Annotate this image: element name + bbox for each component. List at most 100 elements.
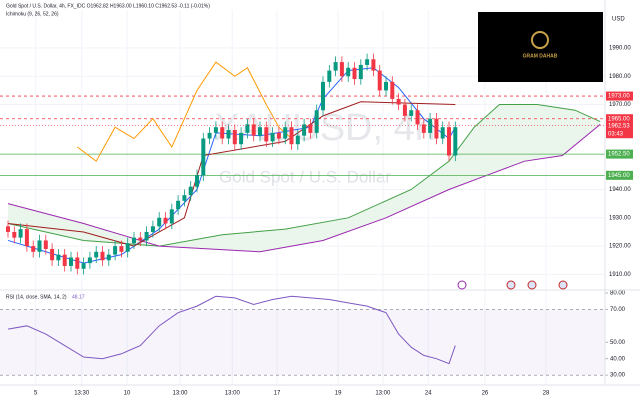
price-label-box [606,121,633,139]
candle-body [352,67,357,80]
candle-body [94,251,99,258]
x-tick-label: 5 [34,391,38,397]
candle-body [176,200,181,210]
price-label-box [606,149,633,159]
candle-body [390,81,395,99]
candle-body [106,254,111,261]
y-tick-label: 1940.00 [609,187,631,193]
candle-body [371,59,376,71]
logo-emblem [531,31,549,49]
candle-body [447,127,452,156]
candle-body [239,132,244,145]
candle-body [440,127,445,139]
candle-body [339,62,344,77]
candle-body [308,124,313,133]
x-tick-label: 13:00 [172,391,188,397]
candle-body [24,229,29,247]
x-tick-label: 13:00 [375,391,391,397]
event-icon[interactable] [457,280,467,290]
candle-body [87,257,92,264]
candle-body [321,81,326,111]
y-tick-label: 30.00 [610,373,626,379]
candle-body [182,195,187,201]
candle-body [415,110,420,125]
candle-body [144,231,149,241]
candle-body [365,59,370,65]
candle-body [169,209,174,224]
x-tick-label: 26 [482,391,489,397]
watermark-subtitle: Gold Spot / U.S. Dollar [219,167,391,186]
y-tick-label: 1930.00 [609,215,631,221]
candle-body [434,118,439,139]
candle-body [195,175,200,187]
candle-body [113,246,118,255]
price-label: 1965.00 [608,116,630,122]
candle-body [232,130,237,145]
rsi-line [7,295,456,365]
candle-body [81,263,86,269]
candle-body [409,110,414,116]
header-title: Gold Spot / U.S. Dollar, 4h, FX_IDC O196… [6,3,210,9]
candle-body [201,138,206,176]
candle-body [207,132,212,139]
rsi-title: RSI (14, close, SMA, 14, 2) [6,294,67,300]
candle-body [132,237,137,244]
candle-body [75,257,80,269]
y-tick-label: 1980.00 [609,74,631,80]
x-tick-label: 24 [425,391,432,397]
candle-body [119,246,124,252]
candle-body [314,110,319,133]
candle-body [258,127,263,136]
candle-body [377,70,382,91]
price-label: 1962.53 [608,123,630,129]
rsi-band [0,309,605,376]
candle-body [327,70,332,82]
event-icon[interactable] [527,280,537,290]
x-tick-label: 10 [124,391,131,397]
candle-body [50,248,55,261]
price-label: 1945.00 [608,173,630,179]
watermark: XAUUSD, 4h [214,107,436,149]
candle-body [138,237,143,241]
x-tick-label: 13:30 [74,391,90,397]
event-icon[interactable] [506,280,516,290]
candle-body [69,257,74,266]
candle-body [12,231,17,238]
y-tick-label: 1970.00 [609,102,631,108]
y-tick-label: 1920.00 [609,244,631,250]
candle-body [163,217,168,224]
candle-body [333,62,338,71]
candle-body [100,251,105,261]
x-tick-label: 17 [274,391,281,397]
candle-body [157,217,162,227]
candle-body [428,118,433,133]
candle-body [251,124,256,136]
rsi-value: 48.17 [72,294,85,300]
candle-body [150,226,155,232]
y-tick-label: 50.00 [610,340,626,346]
price-label-box [606,170,633,180]
plot-layer: 1990.001980.001970.001940.001930.001920.… [0,10,633,397]
candle-body [276,132,281,139]
candle-body [346,67,351,77]
candle-body [384,81,389,91]
logo-text: GRAM DAHAB [523,53,558,59]
x-tick-label: 19 [335,391,342,397]
candle-body [302,124,307,136]
price-label-box [606,91,633,101]
candle-body [37,240,42,252]
x-tick-label: 28 [543,391,550,397]
price-label: 1973.00 [608,94,630,100]
y-tick-label: 1990.00 [609,46,631,52]
candle-body [125,243,130,252]
countdown: 03:43 [608,131,624,137]
candle-body [283,127,288,139]
candle-body [220,127,225,139]
candle-body [31,246,36,252]
price-label-box [606,114,633,124]
event-icon[interactable] [558,280,568,290]
candle-body [289,127,294,145]
indicator-line [77,61,292,162]
candle-body [6,226,11,232]
